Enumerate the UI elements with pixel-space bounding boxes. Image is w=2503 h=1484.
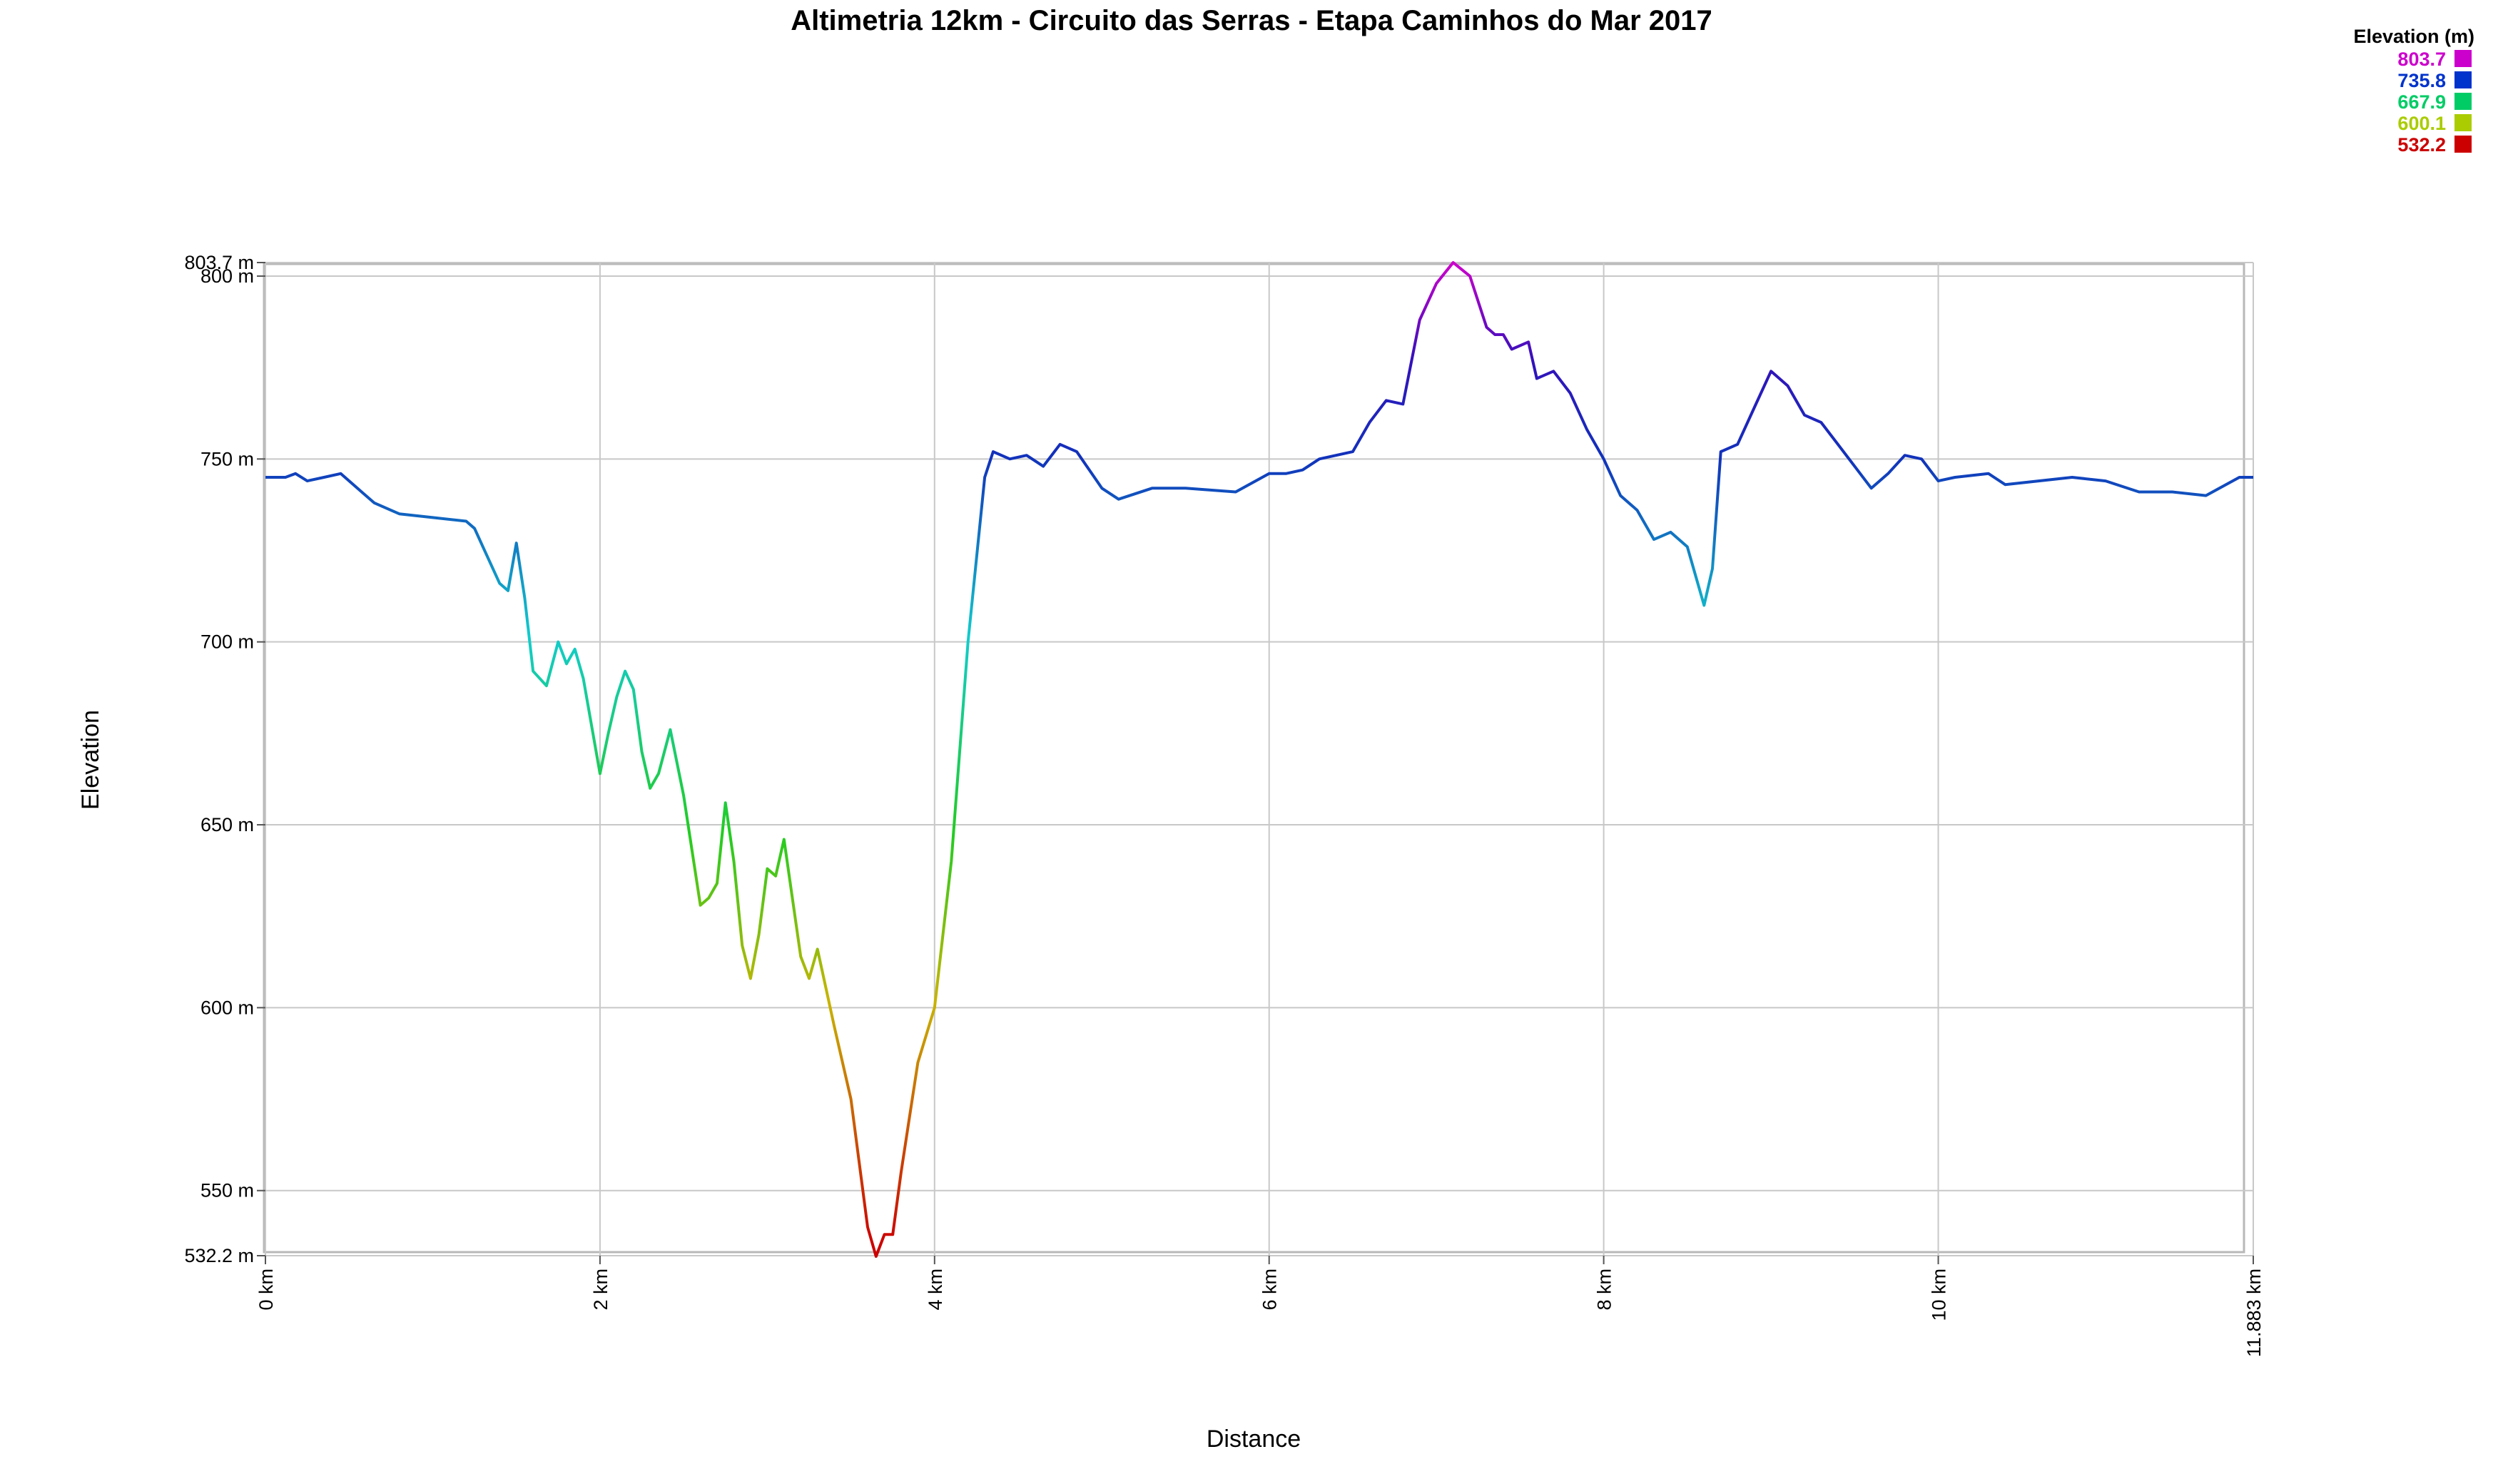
x-tick-label: 0 km [255,1269,277,1311]
legend-swatch [2454,136,2472,153]
legend-entry-label: 532.2 [2397,134,2446,156]
y-tick-label: 650 m [200,814,254,835]
legend-entry-label: 735.8 [2397,70,2446,91]
y-tick-label: 532.2 m [184,1245,254,1266]
x-tick-label: 2 km [590,1269,611,1311]
x-tick-label: 11.883 km [2243,1269,2265,1357]
legend-title: Elevation (m) [2353,26,2474,47]
legend-swatch [2454,93,2472,110]
elevation-series-line [265,261,2253,1258]
y-tick-label: 750 m [200,448,254,469]
y-tick-label: 800 m [200,265,254,287]
legend-entry-label: 803.7 [2397,49,2446,70]
legend-entry-label: 600.1 [2397,113,2446,134]
legend-swatch [2454,50,2472,67]
y-tick-label: 600 m [200,997,254,1018]
y-axis-ticks: 532.2 m 550 m 600 m 650 m 700 m 750 m 800 m803… [184,252,265,1266]
chart-title: Altimetria 12km - Circuito das Serras - … [791,5,1712,36]
legend-swatch [2454,114,2472,131]
y-axis-label: Elevation [77,710,104,810]
x-tick-label: 10 km [1929,1269,1950,1321]
x-axis-label: Distance [1207,1425,1301,1453]
legend-swatch [2454,71,2472,88]
plot-frame [263,263,2245,1254]
x-axis-ticks: 0 km 2 km 4 km 6 km 8 km 10 km 11.883 km [255,1256,2265,1357]
y-tick-label: 803.7 m [184,252,254,273]
legend-entry-label: 667.9 [2397,91,2446,113]
y-tick-label: 700 m [200,631,254,653]
x-tick-label: 6 km [1259,1269,1281,1311]
x-tick-label: 8 km [1594,1269,1615,1311]
grid [265,262,2254,1256]
x-tick-label: 4 km [925,1269,946,1311]
y-tick-label: 550 m [200,1180,254,1201]
